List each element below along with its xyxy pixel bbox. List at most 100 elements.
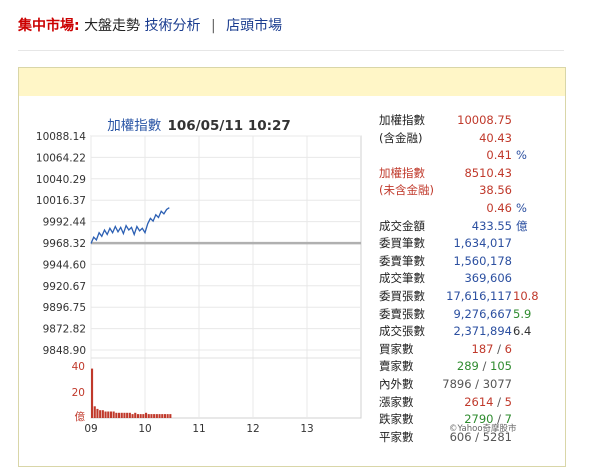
stat-value: 0.46 xyxy=(486,200,512,215)
volume-bar xyxy=(142,414,145,418)
stat-row-ask-orders: 委賣筆數 1,560,178 xyxy=(379,253,567,271)
volume-bar xyxy=(134,412,137,418)
pair-separator: / xyxy=(493,341,505,356)
nav-otc-market[interactable]: 店頭市場 xyxy=(226,18,283,34)
x-tick-label: 10 xyxy=(138,423,151,435)
stat-row-turnover: 成交金額 433.55 億 xyxy=(379,218,567,236)
stat-row-taiex: 加權指數 10008.75 xyxy=(379,112,567,130)
panel-header-band xyxy=(19,68,565,96)
stat-label: (含金融) xyxy=(379,130,423,145)
volume-bar xyxy=(96,408,99,418)
pair-value-a: 187 xyxy=(471,341,494,356)
pair-value-a: 2614 xyxy=(464,394,494,409)
source-credit: ©Yahoo奇摩股市 xyxy=(449,424,517,434)
volume-bar xyxy=(161,414,164,418)
stat-value: 10008.75 xyxy=(457,113,512,127)
stat-value: 8510.43 xyxy=(464,165,512,180)
stat-row-decliners: 跌家數 2790 / 7 xyxy=(379,411,567,429)
pair-value-b: 7 xyxy=(504,412,512,427)
stat-label: 內外數 xyxy=(379,376,414,391)
x-tick-label: 12 xyxy=(246,423,259,435)
y-tick-label: 9968.32 xyxy=(43,238,86,250)
index-panel: 10088.14 10064.22 10040.29 10016.37 9992.44 9… xyxy=(18,67,566,467)
stat-value: 1,634,017 xyxy=(453,236,512,251)
stat-row-unchanged: 平家數 606 / 5281 xyxy=(379,429,567,447)
stat-extra: 6.4 xyxy=(513,324,532,339)
stat-label: 成交張數 xyxy=(379,324,425,339)
stat-label: 委買張數 xyxy=(379,288,425,303)
pair-separator: / xyxy=(493,394,505,409)
nav-divider xyxy=(18,50,564,51)
stat-unit: 億 xyxy=(516,218,528,233)
stat-pair: 187 / 6 xyxy=(472,341,512,359)
volume-bar xyxy=(101,410,104,418)
stat-row-sellers: 賣家數 289 / 105 xyxy=(379,358,567,376)
volume-bar xyxy=(99,410,102,418)
stat-row-ex-finance-change: (未含金融) 38.56 xyxy=(379,182,567,200)
volume-bar xyxy=(107,411,110,418)
nav-technical-analysis[interactable]: 技術分析 xyxy=(144,18,201,34)
nav-title: 集中市場: xyxy=(18,18,80,34)
stat-unit: % xyxy=(516,148,527,163)
pair-value-a: 606 xyxy=(449,429,472,444)
stats-table: 加權指數 10008.75 (含金融) 40.43 0.41 % 加權指數 85… xyxy=(379,112,567,446)
volume-bar xyxy=(123,412,126,418)
stat-label: 漲家數 xyxy=(379,394,414,409)
pair-value-a: 289 xyxy=(456,359,479,374)
pair-separator: / xyxy=(478,359,491,374)
stat-value: 0.41 xyxy=(486,148,512,163)
pair-value-b: 6 xyxy=(504,341,512,356)
stat-label: 賣家數 xyxy=(379,359,414,374)
stat-row-taiex-pct: 0.41 % xyxy=(379,147,567,165)
nav-market-trend[interactable]: 大盤走勢 xyxy=(84,18,141,34)
pair-value-a: 2790 xyxy=(464,412,494,427)
stat-value: 433.55 xyxy=(471,218,512,233)
volume-bar xyxy=(145,412,148,418)
chart-title: 加權指數 106/05/11 10:27 xyxy=(29,114,369,134)
y-tick-label: 9872.82 xyxy=(43,324,86,336)
y-tick-label: 9944.60 xyxy=(43,259,86,271)
index-chart: 10088.14 10064.22 10040.29 10016.37 9992.44 9… xyxy=(29,106,369,466)
stat-value: 38.56 xyxy=(479,183,512,198)
volume-bar xyxy=(104,411,107,418)
x-tick-label: 11 xyxy=(192,423,205,435)
volume-bar xyxy=(136,414,139,418)
volume-bar xyxy=(153,414,156,418)
stat-label: 委賣筆數 xyxy=(379,253,425,268)
volume-bar xyxy=(120,412,123,418)
stat-pair: 2790 / 7 xyxy=(464,411,512,429)
y-tick-label: 9896.75 xyxy=(43,302,86,314)
y-tick-label: 10040.29 xyxy=(36,174,86,186)
plot-frame xyxy=(90,135,362,419)
market-nav: 集中市場: 大盤走勢 技術分析 | 店頭市場 xyxy=(18,16,282,36)
stat-label: 跌家數 xyxy=(379,412,414,427)
volume-bar xyxy=(150,414,153,418)
stat-row-taiex-change: (含金融) 40.43 xyxy=(379,130,567,148)
pair-value-b: 5 xyxy=(504,394,512,409)
stat-label: 加權指數 xyxy=(379,165,425,180)
volume-tick-label: 40 xyxy=(72,361,85,373)
stat-pair: 606 / 5281 xyxy=(450,429,512,447)
pair-value-b: 5281 xyxy=(482,429,512,444)
volume-bar xyxy=(126,412,129,418)
stat-row-ex-finance: 加權指數 8510.43 xyxy=(379,165,567,183)
stat-pair: 2614 / 5 xyxy=(464,394,512,412)
stat-pair: 289 / 105 xyxy=(457,358,512,376)
y-tick-label: 9848.90 xyxy=(43,345,86,357)
stat-label: 加權指數 xyxy=(379,113,425,127)
stat-extra: 10.8 xyxy=(513,288,539,303)
stat-row-buyers: 買家數 187 / 6 xyxy=(379,341,567,359)
volume-bar xyxy=(158,414,161,418)
chart-title-datetime: 106/05/11 10:27 xyxy=(167,118,291,134)
stat-unit: % xyxy=(516,200,527,215)
stat-label: 平家數 xyxy=(379,429,414,444)
pair-value-a: 7896 xyxy=(442,376,472,391)
y-tick-label: 10064.22 xyxy=(36,152,86,164)
stat-row-ex-finance-pct: 0.46 % xyxy=(379,200,567,218)
stat-row-ask-volume: 委賣張數 9,276,667 5.9 xyxy=(379,306,567,324)
volume-bar xyxy=(169,414,172,418)
volume-tick-label: 20 xyxy=(72,387,85,399)
volume-bar xyxy=(91,368,94,418)
stat-value: 2,371,894 xyxy=(453,324,512,339)
pair-separator: / xyxy=(471,376,483,391)
